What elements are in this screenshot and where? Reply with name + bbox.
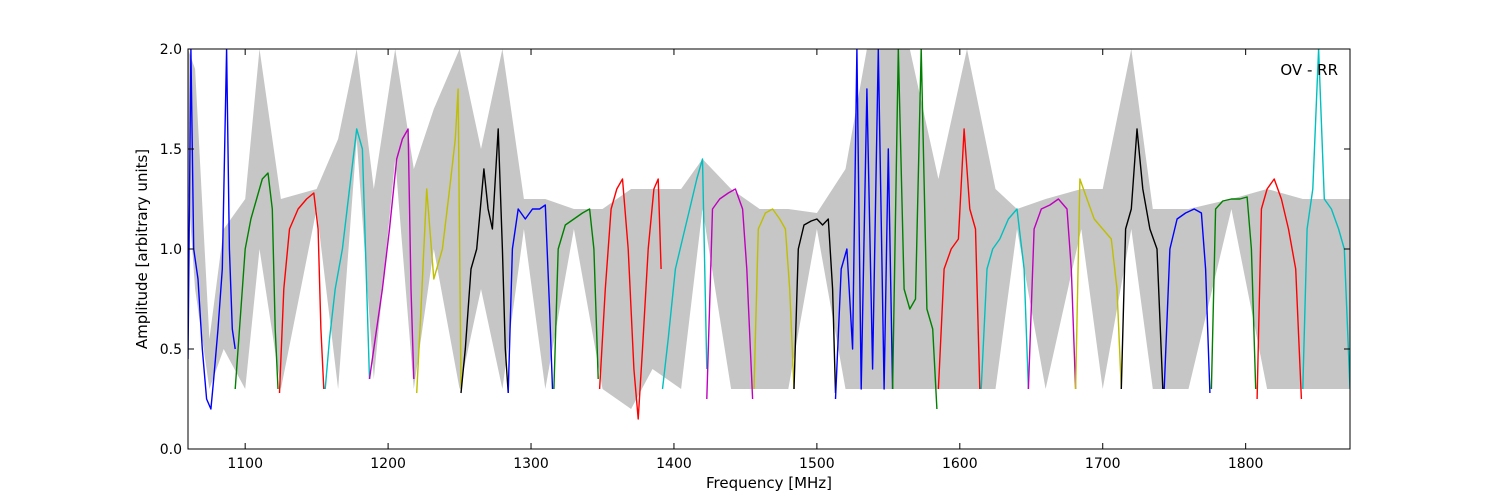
y-tick-label: 2.0	[160, 42, 182, 58]
subband-series-16	[891, 49, 938, 410]
subband-series-2	[234, 172, 279, 390]
x-tick-label: 1500	[799, 456, 835, 472]
subband-series-1	[188, 49, 236, 410]
subplot-annotation: OV - RR	[1280, 61, 1338, 79]
subband-series-8	[507, 204, 554, 394]
y-axis-label: Amplitude [arbitrary units]	[133, 149, 151, 349]
y-tick-label: 1.0	[160, 242, 182, 258]
subband-series-6	[416, 88, 462, 394]
subband-series-11	[661, 158, 708, 390]
y-tick-label: 0.5	[160, 342, 182, 358]
subband-series-13	[753, 208, 795, 390]
x-tick-label: 1700	[1085, 456, 1121, 472]
subband-series-9	[553, 208, 599, 390]
x-tick-label: 1300	[513, 456, 549, 472]
x-tick-label: 1100	[227, 456, 263, 472]
x-tick-label: 1600	[942, 456, 978, 472]
subband-series-18	[980, 208, 1030, 390]
subband-series-3	[278, 192, 325, 394]
y-tick-label: 1.5	[160, 142, 182, 158]
ticks-layer: 1100 1200 1300 1400 1500 1600 1700 1800 0.0 0.5 1.…	[160, 42, 1350, 472]
subband-series-23	[1210, 196, 1257, 390]
subband-series-14	[793, 218, 837, 394]
subband-series-4	[324, 128, 371, 390]
series-layer	[188, 49, 1350, 420]
subband-series-22	[1163, 208, 1211, 394]
y-tick-label: 0.0	[160, 442, 182, 458]
x-tick-label: 1800	[1228, 456, 1264, 472]
x-tick-label: 1200	[370, 456, 406, 472]
subband-series-5	[368, 128, 415, 380]
subband-series-17	[937, 128, 981, 390]
subband-series-15	[834, 49, 894, 400]
subband-series-12	[706, 188, 754, 400]
subband-series-19	[1027, 198, 1077, 390]
x-tick-label: 1400	[656, 456, 692, 472]
subband-series-7	[460, 128, 509, 394]
subband-series-25	[1302, 49, 1350, 390]
background-envelope-layer	[188, 49, 1350, 409]
subband-series-10	[598, 178, 662, 420]
subband-series-24	[1256, 178, 1303, 400]
subband-series-21	[1120, 128, 1164, 390]
background-envelope	[188, 49, 1350, 409]
subband-series-20	[1074, 178, 1122, 390]
x-axis-label: Frequency [MHz]	[706, 474, 832, 492]
